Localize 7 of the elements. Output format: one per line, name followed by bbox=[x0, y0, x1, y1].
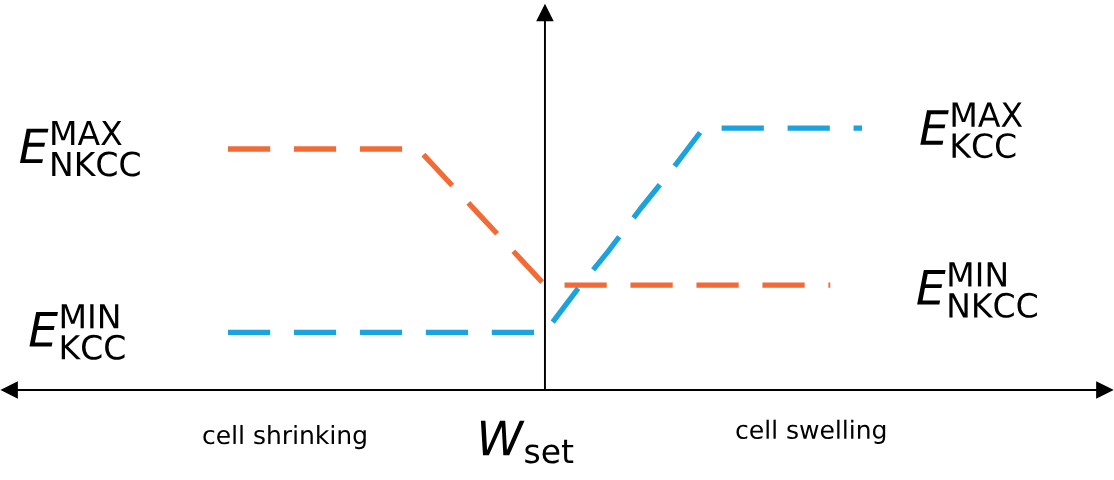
text: E$^{MAX}$$_{NKCC}$ bbox=[19, 120, 140, 177]
text: W$_{set}$ bbox=[480, 420, 574, 464]
text: E$^{MIN}$$_{NKCC}$ bbox=[917, 262, 1037, 318]
text: E$^{MAX}$$_{KCC}$ bbox=[920, 102, 1023, 159]
text: cell swelling bbox=[736, 419, 886, 444]
text: E$^{MIN}$$_{KCC}$ bbox=[29, 304, 125, 360]
text: cell shrinking bbox=[203, 424, 366, 450]
